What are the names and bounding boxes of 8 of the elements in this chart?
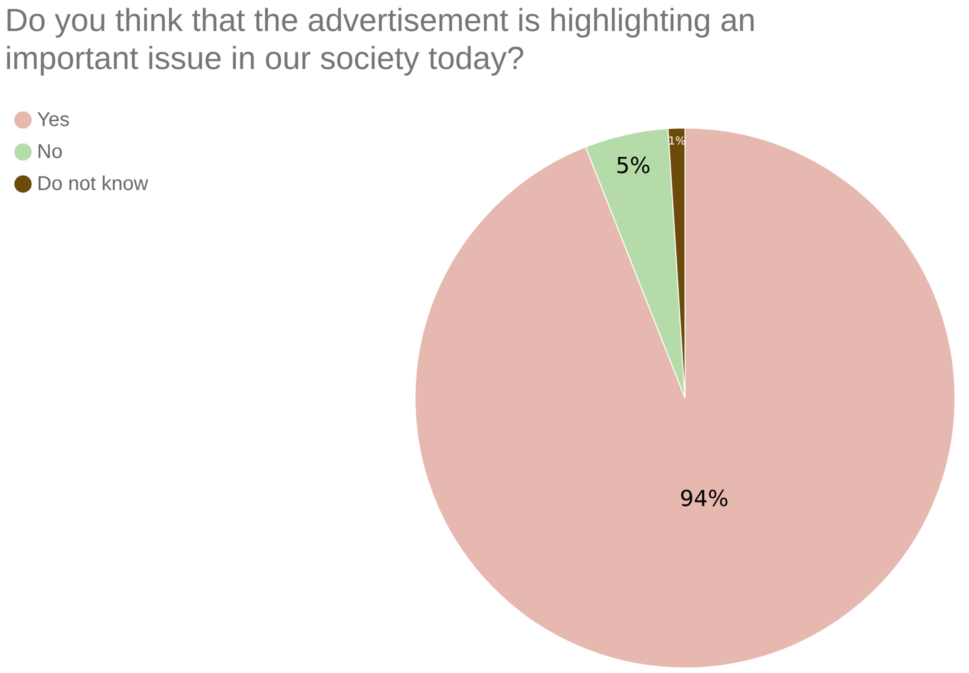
data-label: 5% — [616, 154, 651, 180]
legend-label: Yes — [37, 109, 70, 131]
chart-title: Do you think that the advertisement is highlighting an important issue in our society today? — [5, 2, 756, 76]
legend-label: No — [37, 141, 63, 163]
pie-slice — [414, 128, 956, 668]
legend-label: Do not know — [37, 173, 149, 195]
data-label: 94% — [680, 486, 729, 512]
data-label: 1% — [668, 134, 686, 148]
